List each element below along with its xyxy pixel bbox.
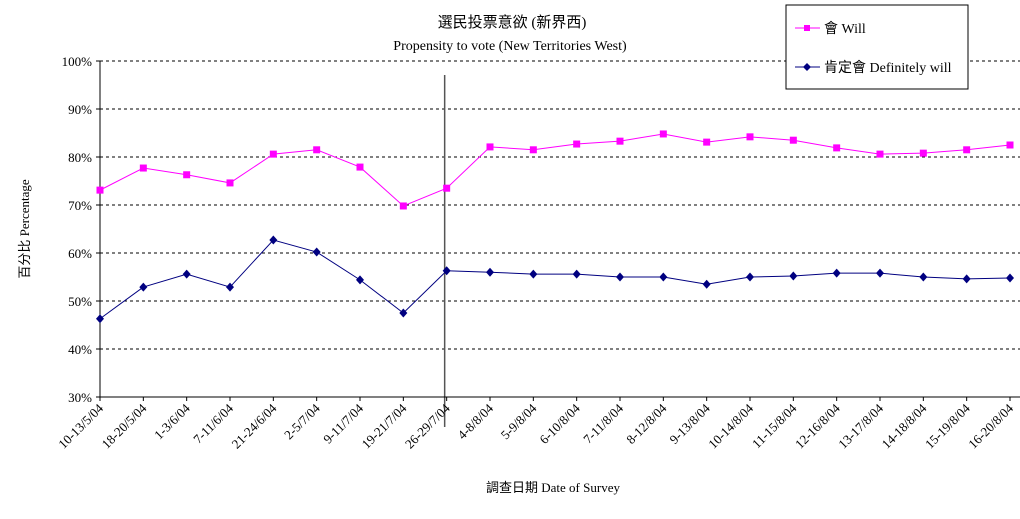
series-line <box>99 133 1011 207</box>
legend-box <box>785 4 969 90</box>
data-point-square <box>1006 141 1014 149</box>
data-point-square <box>703 138 711 146</box>
legend-label-will: 會 Will <box>824 21 866 37</box>
data-point-diamond <box>312 247 321 257</box>
y-axis-label: 百分比 Percentage <box>17 179 32 279</box>
x-tick-label: 26-29/7/04 <box>402 400 453 451</box>
x-tick-label: 11-15/8/04 <box>749 400 800 451</box>
data-point-diamond <box>529 269 538 279</box>
data-point-square <box>183 171 191 179</box>
data-point-diamond <box>356 275 364 285</box>
x-tick-label: 1-3/6/04 <box>151 400 193 442</box>
x-tick-label: 4-8/8/04 <box>454 400 496 442</box>
data-point-diamond <box>962 274 971 284</box>
x-tick-label: 13-17/8/04 <box>835 400 886 451</box>
x-tick-label: 7-11/8/04 <box>580 400 626 446</box>
data-point-square <box>399 202 407 210</box>
data-point-diamond <box>442 266 451 276</box>
data-point-diamond <box>486 267 494 277</box>
data-point-diamond <box>832 268 841 278</box>
data-point-diamond <box>789 271 798 281</box>
series-0 <box>96 130 1014 210</box>
x-tick-label: 15-19/8/04 <box>922 400 973 451</box>
y-tick-label: 30% <box>68 390 92 405</box>
x-tick-label: 18-20/5/04 <box>98 400 149 451</box>
x-tick-label: 5-9/8/04 <box>498 400 540 442</box>
data-point-square <box>789 136 797 144</box>
x-tick-label: 14-18/8/04 <box>878 400 929 451</box>
data-point-square <box>356 163 364 171</box>
data-point-diamond <box>226 282 234 292</box>
data-point-square <box>529 146 537 154</box>
data-point-diamond <box>919 272 928 282</box>
data-point-diamond <box>659 272 668 282</box>
x-axis-label: 調查日期 Date of Survey <box>486 480 620 495</box>
data-point-diamond <box>702 279 711 289</box>
data-point-square <box>139 164 147 172</box>
y-tick-label: 80% <box>68 150 92 165</box>
data-point-square <box>486 143 494 151</box>
data-point-square <box>963 146 971 154</box>
data-point-diamond <box>182 269 191 279</box>
data-point-diamond <box>96 314 104 324</box>
y-tick-label: 100% <box>62 54 93 69</box>
data-point-square <box>96 186 104 194</box>
data-point-square <box>616 137 624 145</box>
x-tick-label: 19-21/7/04 <box>358 400 409 451</box>
series-line <box>99 239 1011 320</box>
y-tick-label: 50% <box>68 294 92 309</box>
data-point-diamond <box>746 272 754 282</box>
data-point-square <box>919 149 927 157</box>
data-point-square <box>313 146 321 154</box>
x-tick-label: 21-24/6/04 <box>228 400 279 451</box>
data-point-diamond <box>616 272 624 282</box>
y-tick-label: 90% <box>68 102 92 117</box>
legend: 會 Will 肯定會 Definitely will <box>785 4 969 90</box>
legend-label-definitely: 肯定會 Definitely will <box>824 60 952 76</box>
data-point-diamond <box>572 269 581 279</box>
data-point-square <box>226 179 234 187</box>
y-tick-label: 70% <box>68 198 92 213</box>
data-point-square <box>876 150 884 158</box>
data-point-square <box>659 130 667 138</box>
x-tick-label: 10-13/5/04 <box>55 400 106 451</box>
series-1 <box>96 235 1014 324</box>
data-point-diamond <box>139 282 148 292</box>
x-tick-label: 2-5/7/04 <box>281 400 323 442</box>
chart-title: 選民投票意欲 (新界西) <box>438 13 587 31</box>
x-tick-label: 6-10/8/04 <box>536 400 583 447</box>
data-point-diamond <box>269 235 278 245</box>
legend-marker-will <box>804 25 810 31</box>
data-point-diamond <box>1006 273 1014 283</box>
data-point-square <box>833 144 841 152</box>
x-tick-label: 12-16/8/04 <box>792 400 843 451</box>
data-point-square <box>443 184 451 192</box>
data-point-square <box>573 140 581 148</box>
data-point-square <box>746 133 754 141</box>
chart-subtitle: Propensity to vote (New Territories West… <box>393 39 627 54</box>
data-point-diamond <box>399 308 408 318</box>
x-tick-label: 10-14/8/04 <box>705 400 756 451</box>
legend-marker-definitely <box>803 63 811 71</box>
x-tick-label: 8-12/8/04 <box>623 400 670 447</box>
data-point-diamond <box>876 268 884 278</box>
x-tick-label: 16-20/8/04 <box>965 400 1016 451</box>
data-point-square <box>269 150 277 158</box>
y-tick-label: 60% <box>68 246 92 261</box>
y-tick-label: 40% <box>68 342 92 357</box>
